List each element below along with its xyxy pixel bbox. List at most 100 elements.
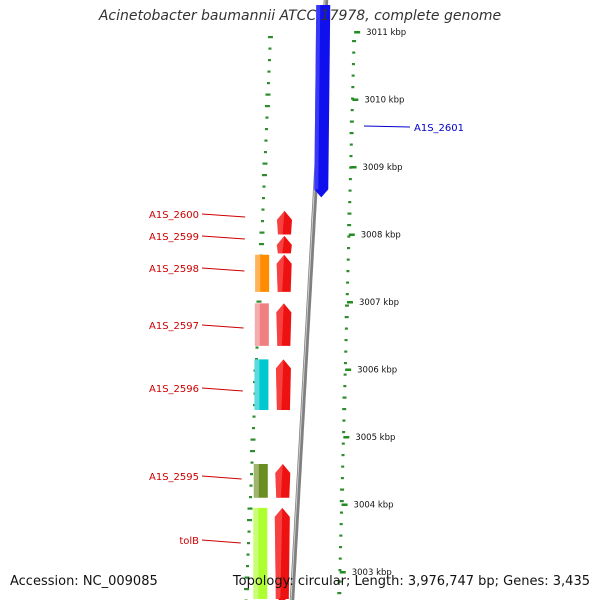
gc-skew-mark <box>250 473 254 476</box>
gc-content-mark <box>346 258 350 261</box>
scale-tick-label: 3007 kbp <box>359 298 399 308</box>
gc-content-mark <box>341 454 345 457</box>
gc-content-mark <box>338 557 342 560</box>
gc-content-mark <box>349 143 353 146</box>
gene-label-leader <box>201 539 241 544</box>
gc-skew-mark <box>247 519 253 522</box>
scale-tick-label: 3003 kbp <box>352 568 392 578</box>
scale-tick-label: 3010 kbp <box>364 96 404 106</box>
gene-label-leader <box>201 267 245 272</box>
gc-skew-mark <box>249 496 253 499</box>
gc-skew-mark <box>268 47 272 50</box>
gc-content-mark <box>344 327 348 330</box>
gc-content-mark <box>351 86 355 89</box>
gc-skew-mark <box>259 231 265 234</box>
cog-category-bar <box>254 359 269 410</box>
gene-label-A1S_2601: A1S_2601 <box>414 123 464 134</box>
gene-label-leader <box>363 125 411 128</box>
gc-content-mark <box>349 132 354 135</box>
gc-skew-mark <box>262 162 268 165</box>
gc-content-mark <box>347 224 352 227</box>
gene-label-A1S_2597: A1S_2597 <box>149 321 199 332</box>
gc-skew-mark <box>249 484 253 487</box>
scale-tick <box>350 166 357 169</box>
gc-content-mark <box>344 339 348 342</box>
gene-label-A1S_2596: A1S_2596 <box>149 384 199 395</box>
gc-content-mark <box>347 212 352 215</box>
gc-skew-mark <box>256 300 262 303</box>
gc-content-mark <box>344 350 348 353</box>
gc-skew-mark <box>263 151 267 154</box>
gc-content-mark <box>342 396 347 399</box>
scale-tick-label: 3011 kbp <box>366 28 406 38</box>
gc-skew-mark <box>244 588 250 591</box>
cog-bar-shade <box>254 359 260 410</box>
gc-content-mark <box>350 109 354 112</box>
gc-content-mark <box>347 235 351 238</box>
scale-tick <box>341 503 348 506</box>
topology-text: Topology: circular; Length: 3,976,747 bp… <box>232 574 590 589</box>
gc-content-mark <box>343 362 347 365</box>
gc-skew-mark <box>252 415 256 418</box>
gc-content-mark <box>348 178 352 181</box>
scale-tick <box>354 31 361 34</box>
gc-skew-mark <box>261 174 267 177</box>
scale-tick-label: 3005 kbp <box>355 433 395 443</box>
gc-content-mark <box>351 74 355 77</box>
gc-content-mark <box>351 63 355 66</box>
gc-skew-mark <box>250 450 255 453</box>
gc-content-mark <box>337 592 342 595</box>
gc-content-mark <box>340 477 344 480</box>
scale-tick <box>343 436 350 439</box>
gc-content-mark <box>339 500 344 503</box>
gene-label-leader <box>201 213 246 218</box>
gc-content-mark <box>349 120 354 123</box>
gene-label-leader <box>201 324 244 329</box>
cog-category-bar <box>253 507 268 599</box>
gc-content-mark <box>349 155 353 158</box>
gc-skew-mark <box>255 346 259 349</box>
gc-skew-mark <box>251 427 255 430</box>
gc-skew-mark <box>264 128 268 131</box>
gene-label-tolB: tolB <box>179 536 199 547</box>
gc-content-mark <box>348 189 352 192</box>
gc-skew-mark <box>264 139 268 142</box>
scale-tick <box>345 368 352 371</box>
gene-label-leader <box>201 235 245 240</box>
gene-arrow-shade <box>314 5 321 190</box>
gc-skew-mark <box>265 93 271 96</box>
gc-skew-mark <box>266 82 270 85</box>
gene-arrow-partial <box>278 596 286 600</box>
gc-content-mark <box>346 281 350 284</box>
gc-skew-mark <box>267 59 271 62</box>
gc-skew-mark <box>262 185 266 188</box>
gene-label-A1S_2598: A1S_2598 <box>149 264 199 275</box>
gc-content-mark <box>337 580 342 583</box>
gc-content-mark <box>339 523 343 526</box>
scale-tick-label: 3008 kbp <box>361 231 401 241</box>
gc-skew-mark <box>267 36 273 39</box>
gc-skew-mark <box>267 70 271 73</box>
gc-skew-mark <box>254 358 258 361</box>
scale-tick-label: 3009 kbp <box>363 163 403 173</box>
gc-content-mark <box>343 373 347 376</box>
gc-content-mark <box>342 431 346 434</box>
gc-skew-mark <box>260 220 264 223</box>
gc-content-mark <box>339 534 343 537</box>
cog-bar-shade <box>253 507 259 599</box>
gc-skew-mark <box>246 565 250 568</box>
gc-skew-mark <box>261 197 265 200</box>
gc-content-mark <box>344 304 349 307</box>
gc-skew-mark <box>265 116 269 119</box>
scale-tick <box>339 571 346 574</box>
gc-skew-mark <box>247 530 251 533</box>
gc-skew-mark <box>250 461 254 464</box>
cog-category-bar <box>254 303 269 346</box>
gc-content-mark <box>339 546 343 549</box>
gc-content-mark <box>338 569 342 572</box>
gc-skew-mark <box>247 507 253 510</box>
gc-content-mark <box>352 40 357 43</box>
gc-skew-mark <box>258 243 264 246</box>
gene-label-leader <box>201 475 242 480</box>
